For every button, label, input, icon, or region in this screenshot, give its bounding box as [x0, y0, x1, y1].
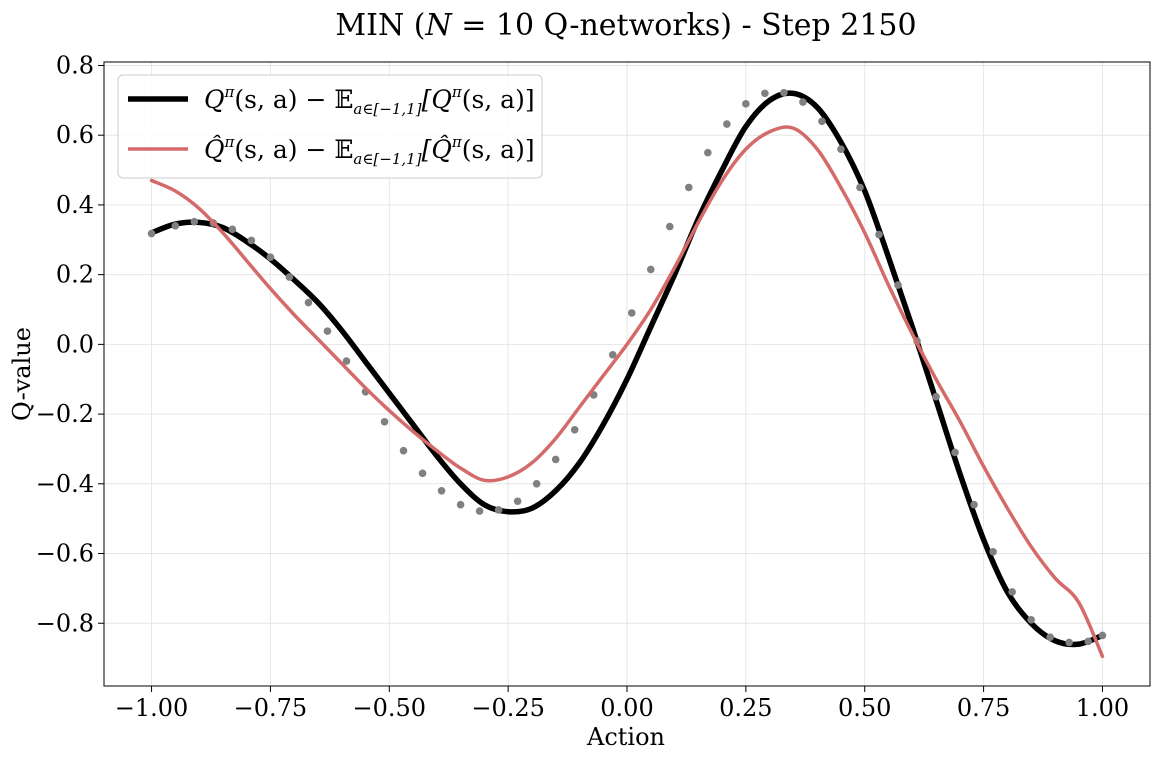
x-tick-label: 0.50: [838, 694, 891, 722]
series-group: [147, 88, 1107, 659]
true-q-marker: [665, 222, 674, 231]
chart-title: MIN (N = 10 Q-networks) - Step 2150: [335, 8, 916, 43]
true-q-marker: [1046, 633, 1054, 641]
x-tick-label: 0.00: [600, 694, 653, 722]
y-tick-label: −0.4: [36, 470, 94, 498]
true-q-marker: [799, 98, 807, 106]
true-q-marker: [1065, 638, 1073, 647]
estimated-q-line: [149, 125, 1105, 659]
true-q-marker: [704, 148, 712, 157]
true-q-marker: [970, 500, 978, 509]
true-q-marker: [147, 229, 156, 238]
true-q-marker: [494, 506, 503, 514]
true-q-marker: [951, 448, 959, 457]
y-tick-label: −0.8: [36, 609, 94, 637]
true-q-marker: [513, 497, 522, 506]
true-q-marker: [266, 253, 275, 262]
y-tick-label: 0.2: [56, 261, 94, 289]
true-q-marker: [171, 222, 180, 230]
true-q-marker: [1027, 615, 1035, 624]
true-q-marker: [608, 351, 617, 359]
true-q-marker: [551, 455, 560, 464]
true-q-marker: [1084, 637, 1092, 646]
true-q-marker: [190, 217, 199, 226]
true-q-marker: [228, 225, 237, 234]
x-tick-label: −0.50: [352, 694, 426, 722]
x-tick-label: −1.00: [115, 694, 189, 722]
true-q-marker: [761, 89, 769, 98]
true-q-marker: [247, 236, 256, 245]
x-tick-label: −0.75: [234, 694, 308, 722]
legend-estimated-q-label: Q̂π(s, a) − 𝔼a∈[−1,1][Q̂π(s, a)]: [204, 133, 535, 168]
x-axis-label: Action: [586, 723, 665, 751]
y-tick-label: 0.0: [56, 330, 94, 358]
true-q-marker: [475, 507, 484, 515]
y-tick-label: 0.6: [56, 121, 94, 149]
true-q-marker: [818, 117, 826, 126]
true-q-marker: [856, 183, 864, 192]
x-tick-label: 0.75: [957, 694, 1010, 722]
true-q-marker: [627, 309, 636, 317]
true-q-marker: [989, 547, 997, 556]
true-q-marker: [456, 500, 465, 509]
legend-box: [117, 74, 543, 179]
true-q-marker: [1098, 631, 1107, 640]
true-q-marker: [532, 480, 541, 488]
y-tick-label: 0.8: [56, 51, 94, 79]
true-q-marker: [285, 273, 294, 281]
true-q-marker: [304, 298, 313, 307]
true-q-marker: [837, 145, 845, 153]
true-q-marker: [437, 486, 446, 495]
true-q-line: [148, 90, 1106, 648]
true-q-marker: [399, 446, 408, 455]
true-q-marker: [380, 417, 389, 426]
y-tick-label: 0.4: [56, 191, 94, 219]
y-axis-label: Q-value: [8, 327, 36, 421]
y-tick-label: −0.6: [36, 540, 94, 568]
legend: Qπ(s, a) − 𝔼a∈[−1,1][Qπ(s, a)] Q̂π(s, a) …: [117, 74, 543, 179]
true-q-marker: [742, 100, 750, 108]
true-q-marker: [723, 120, 731, 128]
true-q-marker: [875, 230, 883, 239]
true-q-marker: [342, 357, 351, 365]
true-q-marker: [418, 469, 427, 478]
legend-true-q-label: Qπ(s, a) − 𝔼a∈[−1,1][Qπ(s, a)]: [204, 83, 535, 118]
y-tick-label: −0.2: [36, 400, 94, 428]
true-q-marker: [570, 425, 579, 434]
true-q-marker: [1008, 588, 1016, 596]
true-q-marker: [646, 265, 655, 274]
true-q-marker: [932, 392, 940, 401]
true-q-marker: [323, 327, 332, 335]
true-q-marker: [894, 281, 902, 289]
x-tick-label: −0.25: [471, 694, 545, 722]
true-q-marker: [685, 183, 693, 192]
axis-ticks: −1.00 −0.75 −0.50 −0.25 0.00 0.25 0.50 0.75 1.00…: [36, 51, 1129, 722]
x-tick-label: 1.00: [1076, 694, 1129, 722]
x-tick-label: 0.25: [719, 694, 772, 722]
true-q-marker: [780, 88, 788, 97]
